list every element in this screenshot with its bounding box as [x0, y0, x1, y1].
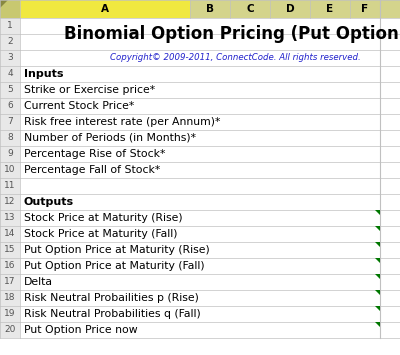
- Text: E: E: [326, 4, 334, 14]
- Bar: [0, 114, 20, 130]
- Bar: [0, 114, 400, 130]
- Text: 5: 5: [7, 86, 13, 94]
- Bar: [0, 18, 400, 34]
- Text: Put Option Price now: Put Option Price now: [24, 325, 138, 335]
- Bar: [0, 258, 400, 274]
- Polygon shape: [0, 0, 8, 8]
- Text: 16: 16: [4, 262, 16, 271]
- Text: Inputs: Inputs: [24, 69, 64, 79]
- Text: Risk Neutral Probailities p (Rise): Risk Neutral Probailities p (Rise): [24, 293, 199, 303]
- Bar: [0, 226, 20, 242]
- Text: 12: 12: [4, 197, 16, 207]
- Text: F: F: [362, 4, 368, 14]
- Text: 20: 20: [4, 326, 16, 334]
- Text: Percentage Rise of Stock*: Percentage Rise of Stock*: [24, 149, 165, 159]
- Bar: [0, 242, 20, 258]
- Bar: [0, 306, 20, 322]
- Bar: [0, 82, 20, 98]
- Text: 19: 19: [4, 310, 16, 318]
- Text: D: D: [286, 4, 294, 14]
- Bar: [0, 98, 20, 114]
- Text: Risk free interest rate (per Annum)*: Risk free interest rate (per Annum)*: [24, 117, 220, 127]
- Text: Number of Periods (in Months)*: Number of Periods (in Months)*: [24, 133, 196, 143]
- Bar: [0, 66, 20, 82]
- Text: 7: 7: [7, 118, 13, 126]
- Text: Copyright© 2009-2011, ConnectCode. All rights reserved.: Copyright© 2009-2011, ConnectCode. All r…: [110, 54, 360, 62]
- Text: Put Option Price at Maturity (Rise): Put Option Price at Maturity (Rise): [24, 245, 210, 255]
- Bar: [0, 290, 20, 306]
- Bar: [0, 210, 400, 226]
- Bar: [0, 130, 20, 146]
- Text: Current Stock Price*: Current Stock Price*: [24, 101, 134, 111]
- Bar: [0, 18, 20, 34]
- Bar: [0, 226, 400, 242]
- Text: Stock Price at Maturity (Fall): Stock Price at Maturity (Fall): [24, 229, 178, 239]
- Text: Risk Neutral Probabilities q (Fall): Risk Neutral Probabilities q (Fall): [24, 309, 201, 319]
- Text: 9: 9: [7, 149, 13, 158]
- Bar: [0, 242, 400, 258]
- Bar: [0, 66, 400, 82]
- Text: 14: 14: [4, 229, 16, 239]
- Bar: [0, 178, 20, 194]
- Text: Percentage Fall of Stock*: Percentage Fall of Stock*: [24, 165, 160, 175]
- Text: Stock Price at Maturity (Rise): Stock Price at Maturity (Rise): [24, 213, 183, 223]
- Text: Binomial Option Pricing (Put Option): Binomial Option Pricing (Put Option): [64, 25, 400, 43]
- Text: 13: 13: [4, 213, 16, 223]
- Text: 6: 6: [7, 102, 13, 110]
- Text: Outputs: Outputs: [24, 197, 74, 207]
- Text: A: A: [101, 4, 109, 14]
- Bar: [0, 306, 400, 322]
- Bar: [20, 0, 190, 18]
- Text: 18: 18: [4, 294, 16, 302]
- Text: B: B: [206, 4, 214, 14]
- Polygon shape: [375, 258, 380, 263]
- Text: 17: 17: [4, 278, 16, 286]
- Bar: [0, 322, 20, 338]
- Bar: [0, 146, 400, 162]
- Polygon shape: [375, 306, 380, 311]
- Bar: [0, 274, 400, 290]
- Bar: [0, 34, 400, 50]
- Bar: [0, 194, 20, 210]
- Polygon shape: [375, 274, 380, 279]
- Text: 11: 11: [4, 181, 16, 191]
- Bar: [0, 274, 20, 290]
- Polygon shape: [375, 322, 380, 327]
- Bar: [0, 82, 400, 98]
- Bar: [0, 34, 20, 50]
- Bar: [0, 210, 20, 226]
- Polygon shape: [375, 242, 380, 247]
- Bar: [0, 146, 20, 162]
- Bar: [0, 0, 400, 18]
- Bar: [0, 162, 20, 178]
- Bar: [0, 290, 400, 306]
- Bar: [0, 178, 400, 194]
- Polygon shape: [375, 210, 380, 215]
- Polygon shape: [375, 290, 380, 295]
- Text: 15: 15: [4, 246, 16, 255]
- Bar: [0, 322, 400, 338]
- Bar: [0, 0, 20, 18]
- Text: Strike or Exercise price*: Strike or Exercise price*: [24, 85, 155, 95]
- Polygon shape: [375, 226, 380, 231]
- Text: 10: 10: [4, 165, 16, 175]
- Bar: [0, 258, 20, 274]
- Text: C: C: [246, 4, 254, 14]
- Bar: [0, 130, 400, 146]
- Text: Put Option Price at Maturity (Fall): Put Option Price at Maturity (Fall): [24, 261, 205, 271]
- Text: 3: 3: [7, 54, 13, 62]
- Text: 4: 4: [7, 70, 13, 78]
- Text: 2: 2: [7, 38, 13, 47]
- Bar: [0, 98, 400, 114]
- Bar: [0, 50, 400, 66]
- Bar: [0, 50, 20, 66]
- Bar: [0, 162, 400, 178]
- Text: 8: 8: [7, 133, 13, 142]
- Text: Delta: Delta: [24, 277, 53, 287]
- Text: 1: 1: [7, 22, 13, 31]
- Bar: [0, 194, 400, 210]
